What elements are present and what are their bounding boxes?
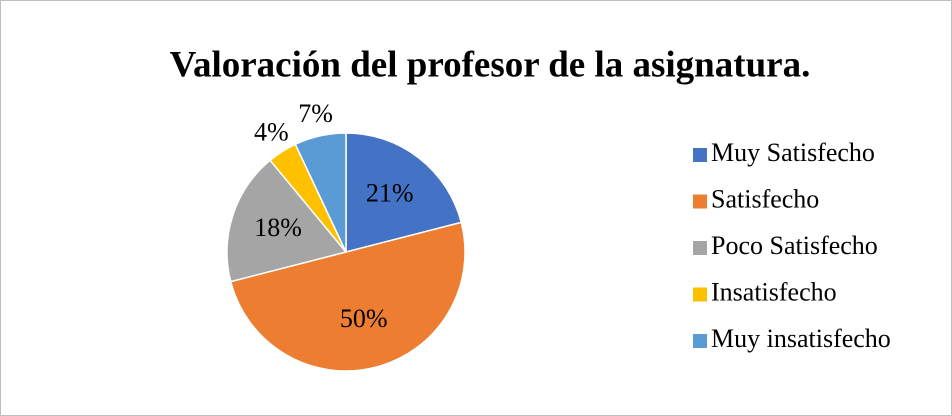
pie-slice bbox=[226, 159, 348, 283]
legend-label: Muy Satisfecho bbox=[711, 138, 875, 167]
legend-swatch bbox=[693, 334, 707, 348]
legend-label: Insatisfecho bbox=[711, 277, 837, 306]
pie-slice bbox=[345, 132, 463, 253]
data-label: 50% bbox=[340, 304, 388, 333]
legend-label: Poco Satisfecho bbox=[711, 231, 878, 260]
legend-swatch bbox=[693, 194, 707, 209]
legend-swatch bbox=[693, 241, 707, 255]
pie-slice bbox=[229, 221, 466, 372]
legend-swatch bbox=[693, 148, 707, 162]
pie-slice bbox=[294, 132, 347, 253]
chart-title: Valoración del profesor de la asignatura… bbox=[170, 44, 811, 85]
data-label: 4% bbox=[254, 117, 289, 146]
data-label: 18% bbox=[254, 213, 302, 242]
legend-swatch bbox=[693, 287, 707, 302]
data-label: 7% bbox=[298, 99, 333, 128]
data-label: 21% bbox=[366, 179, 414, 208]
legend-label: Satisfecho bbox=[711, 184, 819, 213]
legend-label: Muy insatisfecho bbox=[711, 324, 891, 353]
